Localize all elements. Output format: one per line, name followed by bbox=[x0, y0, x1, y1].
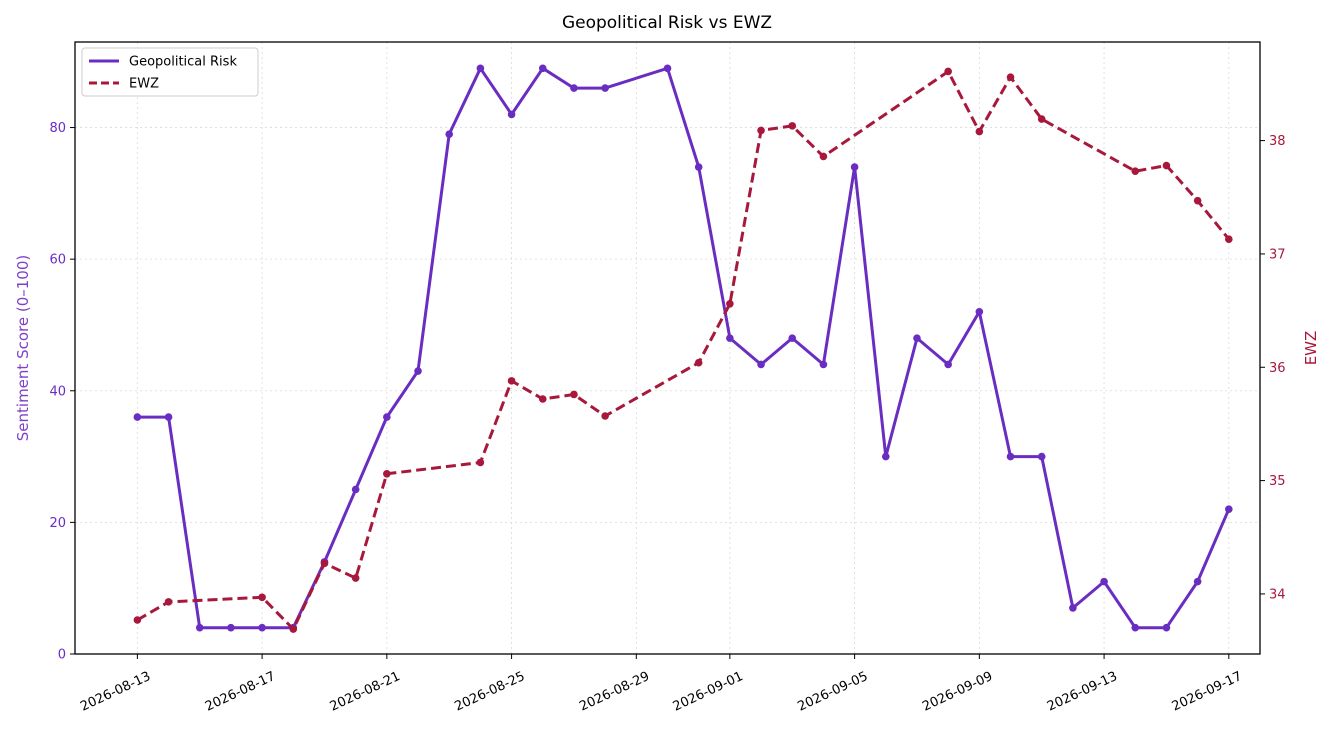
data-point-risk bbox=[476, 64, 485, 73]
data-point-ewz bbox=[507, 377, 516, 385]
data-point-risk bbox=[227, 623, 235, 632]
tick-label-x: 2026-09-09 bbox=[920, 669, 995, 715]
data-point-risk bbox=[1006, 452, 1015, 461]
series-line-ewz bbox=[136, 70, 1230, 631]
data-point-ewz bbox=[1006, 73, 1015, 81]
data-point-ewz bbox=[476, 458, 485, 467]
data-point-ewz bbox=[133, 616, 142, 624]
data-point-risk bbox=[757, 360, 765, 369]
data-point-risk bbox=[351, 485, 360, 494]
tick-label-right: 35 bbox=[1269, 474, 1286, 489]
data-point-risk bbox=[164, 413, 173, 421]
tick-label-x: 2026-09-05 bbox=[795, 669, 870, 715]
data-point-risk bbox=[1193, 577, 1202, 586]
legend-label-ewz: EWZ bbox=[129, 77, 159, 92]
y-axis-label-left: Sentiment Score (0–100) bbox=[14, 255, 32, 441]
data-point-risk bbox=[726, 334, 734, 342]
data-point-ewz bbox=[975, 127, 984, 136]
series-line-risk bbox=[137, 66, 1231, 630]
tick-label-right: 38 bbox=[1269, 134, 1286, 149]
data-point-risk bbox=[850, 163, 859, 171]
tick-label-left: 60 bbox=[49, 253, 66, 268]
legend: Geopolitical Risk EWZ bbox=[81, 47, 259, 97]
data-point-risk bbox=[694, 163, 703, 171]
data-point-ewz bbox=[757, 126, 765, 135]
data-point-ewz bbox=[1193, 196, 1202, 205]
data-point-risk bbox=[383, 413, 391, 421]
plot-frame bbox=[74, 41, 1261, 655]
tick-label-right: 36 bbox=[1269, 361, 1286, 376]
data-point-ewz bbox=[538, 395, 547, 403]
data-point-ewz bbox=[1037, 115, 1046, 123]
data-point-ewz bbox=[570, 390, 578, 399]
data-point-risk bbox=[944, 360, 952, 369]
data-point-risk bbox=[788, 334, 797, 342]
tick-label-right: 34 bbox=[1269, 587, 1286, 602]
left-axis-ticks: 0 20 40 60 80 bbox=[49, 121, 75, 663]
chart-title: Geopolitical Risk vs EWZ bbox=[562, 13, 772, 33]
data-point-risk bbox=[1225, 505, 1233, 514]
data-point-risk bbox=[1162, 623, 1171, 632]
data-point-ewz bbox=[164, 598, 173, 606]
data-point-ewz bbox=[694, 358, 703, 367]
tick-label-x: 2026-08-25 bbox=[452, 669, 527, 715]
tick-label-x: 2026-08-21 bbox=[328, 669, 403, 715]
tick-label-left: 80 bbox=[49, 121, 66, 136]
data-point-risk bbox=[881, 452, 890, 461]
data-point-ewz bbox=[1131, 167, 1140, 175]
y-axis-label-right: EWZ bbox=[1302, 331, 1320, 366]
data-point-ewz bbox=[788, 122, 797, 130]
data-point-ewz bbox=[819, 152, 828, 161]
series-layer bbox=[133, 64, 1233, 633]
data-point-risk bbox=[1069, 604, 1077, 612]
data-point-risk bbox=[1037, 452, 1046, 461]
data-point-ewz bbox=[320, 559, 329, 568]
legend-label-risk: Geopolitical Risk bbox=[129, 55, 237, 70]
data-point-risk bbox=[195, 623, 204, 632]
data-point-risk bbox=[975, 308, 984, 316]
data-point-ewz bbox=[351, 574, 360, 582]
tick-label-left: 20 bbox=[49, 516, 66, 531]
tick-label-x: 2026-09-13 bbox=[1045, 669, 1120, 715]
data-point-ewz bbox=[1162, 161, 1171, 170]
data-point-risk bbox=[601, 84, 609, 92]
data-point-risk bbox=[819, 360, 828, 369]
data-point-ewz bbox=[289, 625, 298, 633]
data-point-risk bbox=[663, 64, 672, 73]
data-point-ewz bbox=[726, 300, 734, 308]
data-point-risk bbox=[507, 110, 516, 119]
tick-label-x: 2026-09-17 bbox=[1170, 669, 1245, 715]
data-point-risk bbox=[133, 413, 142, 421]
grid bbox=[75, 42, 1260, 655]
legend-box bbox=[81, 47, 259, 97]
tick-label-x: 2026-08-13 bbox=[78, 669, 153, 715]
tick-label-right: 37 bbox=[1269, 247, 1286, 262]
tick-label-x: 2026-08-29 bbox=[577, 669, 652, 715]
tick-label-x: 2026-08-17 bbox=[203, 669, 278, 715]
data-point-risk bbox=[1100, 577, 1108, 586]
x-axis-ticks: 2026-08-13 2026-08-17 2026-08-21 2026-08-25… bbox=[78, 654, 1245, 715]
data-point-ewz bbox=[258, 593, 266, 602]
tick-label-left: 40 bbox=[49, 384, 66, 399]
data-point-ewz bbox=[601, 412, 609, 420]
data-point-risk bbox=[414, 367, 422, 375]
tick-label-x: 2026-09-01 bbox=[671, 669, 746, 715]
data-point-ewz bbox=[1225, 235, 1233, 243]
tick-label-left: 0 bbox=[58, 648, 66, 663]
right-axis-ticks: 34 35 36 37 38 bbox=[1260, 134, 1286, 602]
data-point-risk bbox=[913, 334, 921, 342]
data-point-risk bbox=[258, 623, 266, 632]
data-point-risk bbox=[1131, 623, 1140, 632]
data-point-ewz bbox=[383, 470, 391, 478]
data-point-ewz bbox=[944, 67, 952, 76]
data-point-risk bbox=[538, 64, 547, 73]
data-point-risk bbox=[445, 130, 454, 138]
data-point-risk bbox=[570, 84, 578, 92]
